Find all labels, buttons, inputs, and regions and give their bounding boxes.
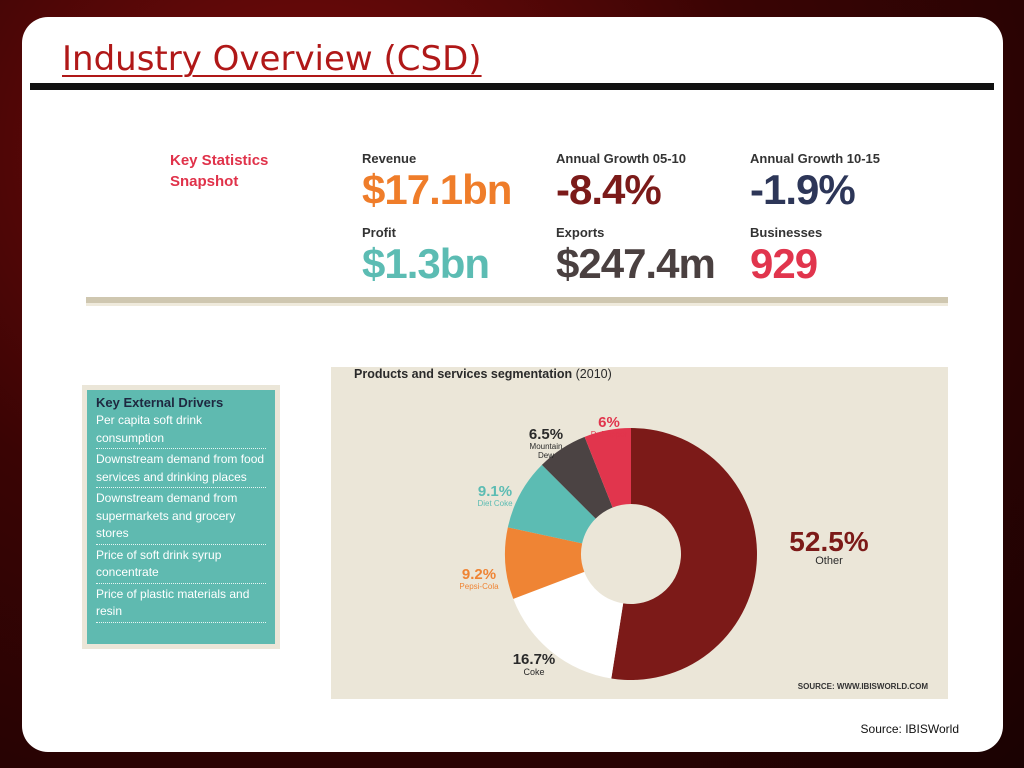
stat-revenue-value: $17.1bn <box>362 166 512 213</box>
chart-title: Products and services segmentation (2010… <box>354 367 612 381</box>
key-statistics-label: Key Statistics Snapshot <box>170 152 269 190</box>
slice-value-label: 6% <box>598 414 620 431</box>
donut-slice-dr-pepper <box>584 428 631 508</box>
footer-source: Source: IBISWorld <box>860 722 959 736</box>
stat-revenue-label: Revenue <box>362 151 417 166</box>
stat-profit: Profit $1.3bn <box>362 225 490 288</box>
slide-title: Industry Overview (CSD) <box>62 39 482 79</box>
chart-source: SOURCE: WWW.IBISWORLD.COM <box>797 682 928 691</box>
drivers-title: Key External Drivers <box>96 395 224 410</box>
chart-subtitle: (2010) <box>575 367 612 381</box>
stat-profit-value: $1.3bn <box>362 240 490 287</box>
driver-item: Price of plastic materials and resin <box>96 586 266 623</box>
slice-value-label: 16.7% <box>513 651 556 668</box>
stats-divider <box>86 297 948 303</box>
stat-growth-05-10-label: Annual Growth 05-10 <box>556 151 687 166</box>
stats-divider-shadow <box>86 303 948 306</box>
key-external-drivers-panel: Key External Drivers Per capita soft dri… <box>82 385 280 649</box>
stat-growth-10-15-value: -1.9% <box>750 166 856 213</box>
stat-exports-label: Exports <box>556 225 605 240</box>
slice-value-label: 6.5% <box>529 426 563 443</box>
stat-exports-value: $247.4m <box>556 240 716 287</box>
driver-item: Per capita soft drink consumption <box>96 412 266 449</box>
slice-value-label: 9.2% <box>462 566 496 583</box>
stat-growth-05-10: Annual Growth 05-10 -8.4% <box>556 151 686 214</box>
title-divider <box>30 83 994 90</box>
donut-slice-pepsi-cola <box>505 527 585 599</box>
donut-slice-diet-coke <box>507 464 596 544</box>
driver-item: Downstream demand from food services and… <box>96 451 266 488</box>
stat-revenue: Revenue $17.1bn <box>362 151 512 214</box>
donut-slice-coke <box>513 571 624 679</box>
stat-growth-10-15: Annual Growth 10-15 -1.9% <box>750 151 880 214</box>
stat-profit-label: Profit <box>362 225 396 240</box>
stat-businesses-label: Businesses <box>750 225 823 240</box>
stat-businesses-value: 929 <box>750 240 818 287</box>
donut-chart: 52.5%Other 16.7%Coke 9.2%Pepsi-Cola 9.1%Die… <box>459 414 869 680</box>
chart-title-text: Products and services segmentation <box>354 367 573 381</box>
slice-name-label: Other <box>815 555 843 567</box>
slice-name-label: Mountain <box>530 442 563 451</box>
segmentation-chart-panel: Products and services segmentation (2010… <box>331 367 948 699</box>
slice-name-label: Diet Coke <box>477 499 513 508</box>
stat-growth-10-15-label: Annual Growth 10-15 <box>750 151 881 166</box>
donut-slice-mountain-dew <box>541 436 613 519</box>
slice-value-label: 9.1% <box>478 483 512 500</box>
slide: Industry Overview (CSD) Key Statistics S… <box>22 17 1003 752</box>
slice-name-label: Dr Pepper <box>591 430 628 439</box>
driver-item: Price of soft drink syrup concentrate <box>96 547 266 584</box>
stat-growth-05-10-value: -8.4% <box>556 166 662 213</box>
driver-item: Downstream demand from supermarkets and … <box>96 490 266 545</box>
stat-exports: Exports $247.4m <box>556 225 716 288</box>
donut-slice-other <box>611 428 757 680</box>
stat-businesses: Businesses 929 <box>750 225 822 288</box>
slice-name-label: Pepsi-Cola <box>459 582 499 591</box>
slice-name-label: Dew <box>538 451 554 460</box>
slice-name-label: Coke <box>523 667 544 677</box>
slice-value-label: 52.5% <box>789 526 868 557</box>
